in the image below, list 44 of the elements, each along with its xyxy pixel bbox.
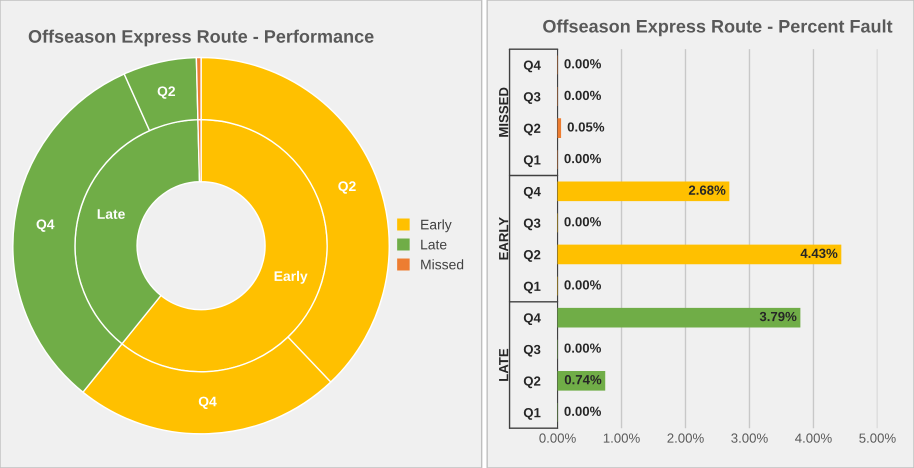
data-label: Q2 [158,86,176,99]
slice-label: Late [98,209,125,219]
y-tick-label: Q2 [524,250,540,262]
x-tick-label: 5.00% [859,433,896,443]
text: MISSED [498,88,508,137]
data-label: 3.79% [760,312,796,322]
data-label: 0.00% [564,154,602,164]
data-label: Q4 [198,396,217,410]
y-tick-label: Q3 [524,218,540,230]
data-label: 0.74% [564,375,602,384]
data-label: 0.00% [564,217,602,226]
y-tick-label: Q3 [524,92,540,104]
chart-title: Offseason Express Route - Percent Fault [543,19,892,36]
y-tick-label: Q3 [524,344,540,357]
data-label: 0.00% [564,59,602,68]
slice-label: Early [274,270,308,284]
legend-label: Missed [421,259,464,270]
data-label: 2.68% [688,185,726,195]
text: LATE [499,348,508,381]
data-label: 0.00% [564,90,602,100]
data-label: Q2 [338,181,356,194]
data-label: 0.05% [568,122,604,132]
x-tick-label: 3.00% [731,433,768,443]
legend-label: Late [421,240,446,250]
text: EARLY [499,217,508,260]
data-label: 0.00% [564,280,602,290]
legend-label: Early [421,219,452,232]
x-tick-label: 2.00% [667,433,704,443]
chart-title: Offseason Express Route - Performance [28,30,374,46]
data-label: 0.00% [564,343,602,353]
data-label: 0.00% [564,406,602,416]
y-tick-label: Q4 [524,60,541,72]
x-tick-label: 0.00% [539,433,576,443]
x-tick-label: 1.00% [604,433,640,443]
y-tick-label: Q4 [524,186,541,199]
x-tick-label: 4.00% [795,433,832,443]
y-tick-label: Q2 [524,376,540,388]
y-tick-label: Q2 [524,124,540,136]
y-tick-label: Q1 [524,408,541,420]
y-tick-label: Q1 [524,282,541,294]
data-label: 4.43% [800,248,838,258]
data-label: Q4 [36,219,54,232]
y-tick-label: Q4 [524,313,541,326]
y-tick-label: Q1 [524,155,541,168]
